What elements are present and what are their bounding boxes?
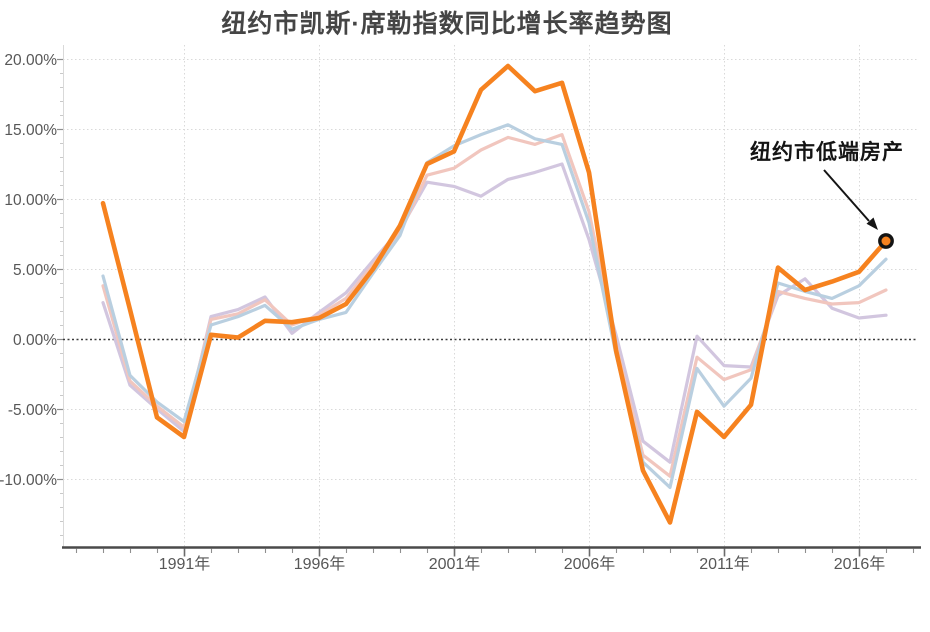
x-axis-tick-label: 2011年 bbox=[699, 555, 749, 573]
series-line-highlighted bbox=[100, 63, 889, 525]
x-axis-tick-label: 2016年 bbox=[834, 555, 886, 573]
axis-labels: 20.00% 15.00% 10.00% 5.00% 0.00% -5.00% -10.00… bbox=[0, 52, 885, 573]
annotation-arrow-icon bbox=[823, 169, 878, 230]
series-endpoint-marker bbox=[878, 233, 894, 249]
series-lines bbox=[100, 63, 889, 525]
x-axis-tick-label: 2001年 bbox=[429, 555, 481, 573]
chart-title: 纽约市凯斯·席勒指数同比增长率趋势图 bbox=[221, 10, 673, 38]
y-axis-tick-label: 20.00% bbox=[4, 52, 57, 69]
y-axis-tick-label: 0.00% bbox=[13, 332, 57, 349]
y-axis-tick-label: 15.00% bbox=[4, 122, 57, 139]
y-axis-tick-label: 5.00% bbox=[13, 262, 57, 279]
x-axis-tick-label: 1996年 bbox=[294, 555, 346, 573]
axes bbox=[57, 58, 921, 557]
x-axis-tick-label: 2006年 bbox=[564, 555, 616, 573]
y-axis-tick-label: -5.00% bbox=[8, 402, 57, 419]
series-line-context bbox=[101, 123, 888, 489]
y-axis-tick-label: -10.00% bbox=[0, 472, 57, 489]
y-axis-tick-label: 10.00% bbox=[4, 192, 57, 209]
x-axis-tick-label: 1991年 bbox=[159, 555, 211, 573]
annotation-label: 纽约市低端房产 bbox=[750, 141, 904, 164]
